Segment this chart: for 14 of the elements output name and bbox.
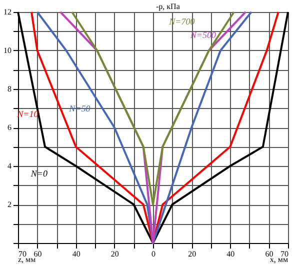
x-tick-label: 20 — [188, 250, 196, 258]
y-tick-label: 2 — [8, 200, 12, 209]
x-tick-label: 60 — [34, 250, 42, 258]
y-tick-label: 6 — [8, 123, 12, 132]
x-tick-label: 20 — [110, 250, 119, 258]
y-axis-title: -p, кПа — [156, 2, 180, 11]
x-tick-label: 40 — [72, 250, 80, 258]
y-tick-label: 12 — [4, 8, 12, 16]
y-tick-label: 8 — [8, 84, 12, 94]
line-series — [71, 11, 235, 206]
y-tick-label: 10 — [4, 46, 12, 55]
x-tick-label: 0 — [152, 250, 156, 258]
y-tick-label: 4 — [8, 162, 12, 170]
x-tick-label: 40 — [226, 250, 235, 258]
